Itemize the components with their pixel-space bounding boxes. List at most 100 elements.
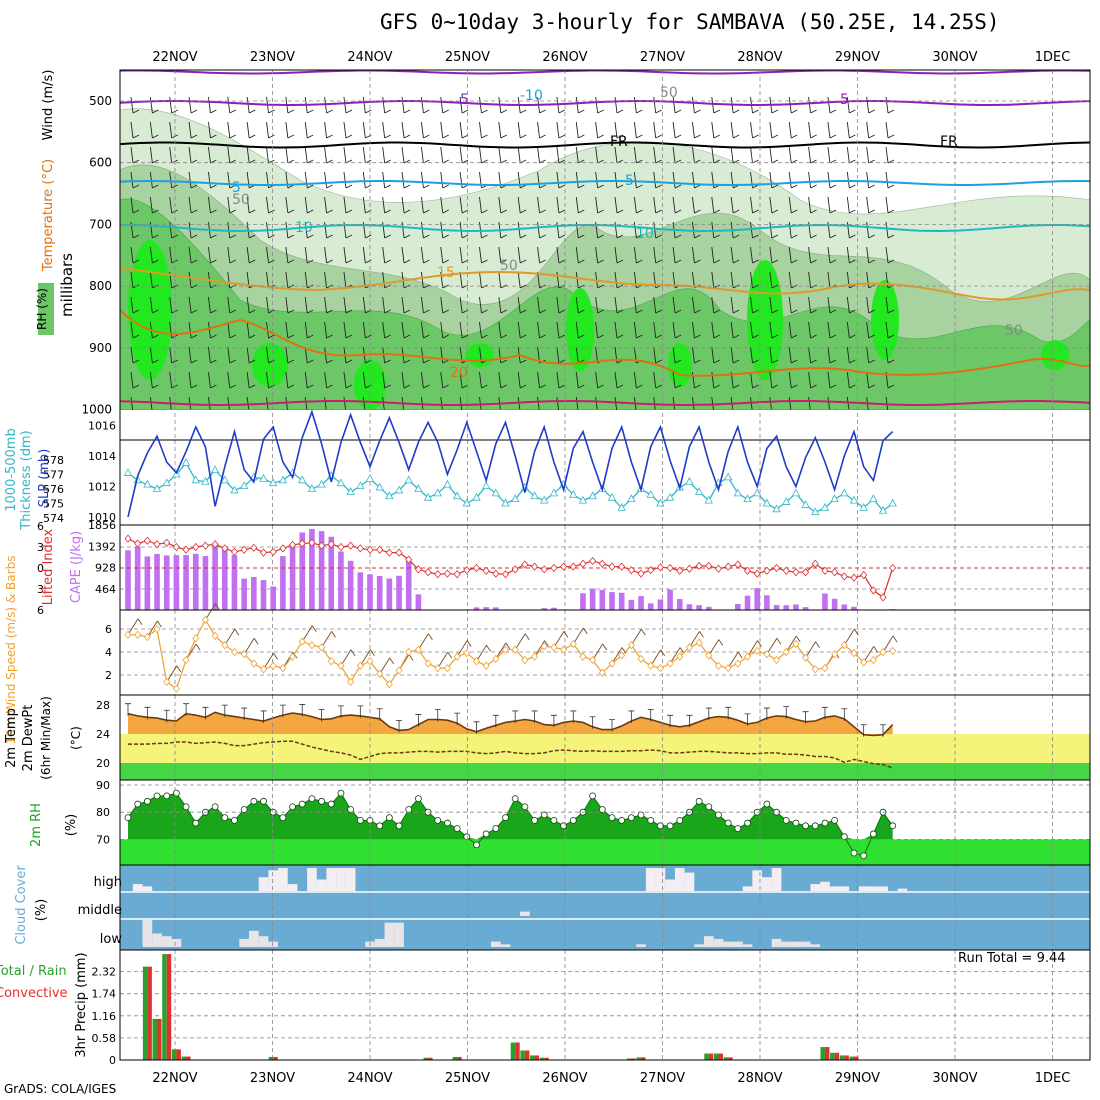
rh-legend-swatch bbox=[38, 283, 54, 335]
wind-barb bbox=[808, 321, 817, 339]
date-label-top: 29NOV bbox=[835, 50, 880, 65]
wind-barb bbox=[382, 196, 391, 214]
thickness-marker bbox=[259, 474, 268, 482]
li-axis-label: Lifted Index bbox=[41, 528, 56, 605]
wind-barb bbox=[556, 246, 566, 264]
wind-barb bbox=[575, 96, 585, 114]
rh-marker bbox=[318, 797, 326, 805]
rh-marker bbox=[289, 803, 296, 811]
li-marker bbox=[608, 562, 616, 571]
cape-bar bbox=[473, 607, 480, 610]
minmax-bar bbox=[725, 706, 732, 720]
wind-barb bbox=[672, 346, 682, 364]
wind-barb bbox=[575, 246, 585, 264]
wind-speed-marker bbox=[889, 646, 897, 655]
cape-bar bbox=[376, 576, 383, 610]
li-marker bbox=[656, 563, 664, 572]
li-marker bbox=[376, 545, 384, 554]
wind-tick: 6 bbox=[105, 623, 112, 636]
wind-barb bbox=[633, 371, 643, 389]
wind-barb bbox=[420, 121, 430, 139]
wind-speed-marker bbox=[569, 639, 577, 649]
cape-bar bbox=[706, 606, 712, 610]
rh-axis-label: 2m RH bbox=[29, 803, 44, 847]
wind-barb bbox=[479, 146, 488, 164]
wind-barb bbox=[653, 96, 662, 114]
wind-speed-marker bbox=[627, 640, 635, 650]
wind-speed-marker bbox=[705, 651, 713, 660]
wind-speed-marker bbox=[531, 652, 539, 661]
wind-barb bbox=[401, 121, 411, 139]
rh-marker bbox=[182, 803, 190, 811]
li-marker bbox=[172, 542, 180, 552]
li-tick: 6 bbox=[37, 520, 44, 533]
contour-label: 5 bbox=[625, 173, 634, 189]
minmax-bar bbox=[492, 714, 499, 728]
precip-total-bar bbox=[839, 1055, 845, 1060]
wind-speed-marker bbox=[201, 615, 209, 624]
rh-marker bbox=[473, 841, 480, 849]
rh-marker bbox=[792, 819, 800, 827]
thickness-tick: 574 bbox=[43, 512, 64, 525]
wind-barb bbox=[730, 346, 740, 364]
y-tick-label: 1000 bbox=[81, 403, 112, 417]
wind-barb bbox=[750, 196, 759, 214]
thickness-marker bbox=[414, 484, 423, 492]
li-marker bbox=[850, 573, 858, 582]
minmax-bar bbox=[589, 716, 596, 729]
thickness-marker bbox=[588, 491, 597, 500]
wind-barb bbox=[227, 296, 237, 314]
wind-speed-marker bbox=[211, 631, 219, 641]
wind-barb bbox=[595, 171, 604, 189]
rh-marker bbox=[589, 792, 597, 800]
wind-barb bbox=[672, 196, 682, 214]
thickness-tick: 576 bbox=[43, 483, 64, 496]
li-marker bbox=[163, 538, 171, 547]
li-marker bbox=[705, 561, 713, 571]
wind-barb bbox=[479, 121, 488, 139]
wind-barb bbox=[149, 96, 159, 114]
cape-bar bbox=[802, 607, 809, 610]
cloud-bar-low bbox=[384, 922, 395, 947]
cape-bar bbox=[386, 578, 393, 610]
cape-bar bbox=[783, 605, 790, 610]
cloud-bar-high bbox=[655, 868, 666, 891]
wind-barb bbox=[575, 121, 585, 139]
rh-marker bbox=[540, 811, 548, 819]
precip-conv-bar bbox=[728, 1057, 733, 1060]
rh-marker bbox=[240, 806, 248, 813]
wind-barb bbox=[188, 246, 198, 264]
precip-conv-bar bbox=[834, 1052, 840, 1060]
wind-barb bbox=[130, 96, 140, 114]
wind-barb-10m bbox=[514, 633, 530, 650]
wind-barb bbox=[498, 296, 508, 314]
thickness-marker bbox=[481, 481, 491, 489]
thickness-marker bbox=[849, 495, 859, 504]
thickness-marker bbox=[656, 498, 665, 507]
cape-bar bbox=[338, 551, 344, 610]
wind-barb bbox=[556, 171, 566, 189]
li-marker bbox=[134, 539, 142, 548]
rh-marker bbox=[221, 814, 229, 822]
cloud-bar-low bbox=[258, 936, 269, 947]
cloud-bar-high bbox=[810, 884, 821, 891]
thickness-tick: 577 bbox=[43, 469, 64, 482]
wind-barb-10m bbox=[766, 638, 782, 655]
cloud-bar-low bbox=[781, 941, 792, 947]
date-label-top: 26NOV bbox=[542, 50, 587, 65]
rh-marker bbox=[782, 816, 790, 824]
minmax-bar bbox=[144, 706, 151, 720]
wind-tick: 2 bbox=[105, 669, 112, 682]
date-axis: 22NOV 22NOV 23NOV 23NOV 24NOV 24NOV 25NOV 25NOV… bbox=[152, 50, 1070, 1086]
cape-bar bbox=[396, 575, 402, 610]
cloud-bar-high bbox=[645, 868, 656, 891]
wind-barb bbox=[595, 96, 604, 114]
cape-bar bbox=[192, 553, 199, 610]
wind-barb bbox=[595, 371, 604, 389]
thickness-marker bbox=[365, 474, 375, 482]
minmax-bar bbox=[841, 708, 848, 721]
wind-barb bbox=[266, 346, 275, 364]
li-marker bbox=[269, 547, 277, 557]
thickness-marker bbox=[346, 487, 355, 495]
wind-barb bbox=[266, 371, 275, 389]
